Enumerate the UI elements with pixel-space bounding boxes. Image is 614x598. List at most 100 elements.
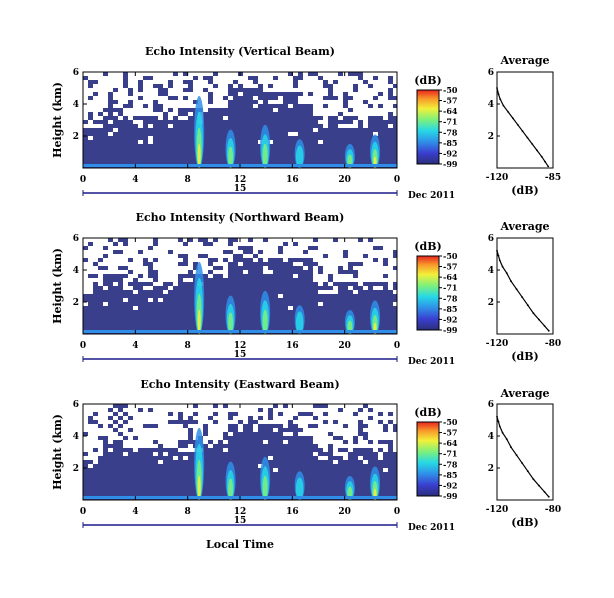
x-tick-label: 20 <box>338 175 351 185</box>
no-data-cell <box>313 258 318 262</box>
no-data-cell <box>113 282 118 286</box>
no-data-cell <box>318 246 323 250</box>
no-data-cell <box>368 72 373 76</box>
no-data-cell <box>378 72 383 76</box>
no-data-cell <box>228 408 233 412</box>
no-data-cell <box>373 250 378 254</box>
average-profile-point <box>526 470 529 473</box>
no-data-cell <box>208 404 213 408</box>
no-data-cell <box>378 436 383 440</box>
no-data-cell <box>93 254 98 258</box>
no-data-cell <box>183 436 188 440</box>
no-data-cell <box>188 104 193 108</box>
no-data-cell <box>123 432 128 436</box>
no-data-cell <box>258 238 263 242</box>
no-data-cell <box>373 428 378 432</box>
no-data-cell <box>353 420 358 424</box>
no-data-cell <box>358 436 363 440</box>
no-data-cell <box>283 238 288 242</box>
no-data-cell <box>168 254 173 258</box>
no-data-cell <box>158 266 163 270</box>
no-data-cell <box>278 242 283 246</box>
no-data-cell <box>173 266 178 270</box>
no-data-cell <box>383 408 388 412</box>
date-label: Dec 2011 <box>408 357 455 367</box>
average-profile-point <box>498 425 501 428</box>
no-data-cell <box>88 424 93 428</box>
no-data-cell <box>328 238 333 242</box>
no-data-cell <box>323 108 328 112</box>
no-data-cell <box>353 250 358 254</box>
no-data-cell <box>183 104 188 108</box>
no-data-cell <box>353 444 358 448</box>
no-data-cell <box>373 420 378 424</box>
average-profile-point <box>547 329 550 332</box>
no-data-cell <box>168 428 173 432</box>
no-data-cell <box>223 270 228 274</box>
no-data-cell <box>248 408 253 412</box>
no-data-cell <box>193 424 198 428</box>
no-data-cell <box>193 408 198 412</box>
no-data-cell <box>243 416 248 420</box>
no-data-cell <box>143 420 148 424</box>
echo-plume <box>228 478 234 500</box>
no-data-cell <box>288 242 293 246</box>
no-data-cell <box>98 408 103 412</box>
no-data-cell <box>283 258 288 262</box>
no-data-cell <box>288 404 293 408</box>
no-data-cell <box>173 436 178 440</box>
no-data-cell <box>108 88 113 92</box>
no-data-cell <box>328 104 333 108</box>
no-data-cell <box>218 404 223 408</box>
no-data-cell <box>153 76 158 80</box>
no-data-cell <box>358 250 363 254</box>
no-data-cell <box>313 270 318 274</box>
no-data-cell <box>318 428 323 432</box>
no-data-cell <box>188 96 193 100</box>
no-data-cell <box>98 250 103 254</box>
no-data-cell <box>378 428 383 432</box>
no-data-cell <box>313 266 318 270</box>
no-data-cell <box>268 100 273 104</box>
no-data-cell <box>313 80 318 84</box>
no-data-cell <box>278 416 283 420</box>
no-data-cell <box>128 262 133 266</box>
no-data-cell <box>188 246 193 250</box>
no-data-cell <box>343 108 348 112</box>
no-data-cell <box>298 408 303 412</box>
no-data-cell <box>133 88 138 92</box>
no-data-cell <box>343 246 348 250</box>
no-data-cell <box>223 412 228 416</box>
no-data-cell <box>163 84 168 88</box>
no-data-cell <box>223 84 228 88</box>
no-data-cell <box>158 416 163 420</box>
no-data-cell <box>98 278 103 282</box>
no-data-cell <box>388 432 393 436</box>
no-data-cell <box>328 412 333 416</box>
no-data-cell <box>363 76 368 80</box>
no-data-cell <box>178 266 183 270</box>
x-tick-label: 4 <box>132 507 138 517</box>
no-data-cell <box>333 108 338 112</box>
no-data-cell <box>348 274 353 278</box>
no-data-cell <box>348 104 353 108</box>
no-data-cell <box>138 270 143 274</box>
no-data-cell <box>393 238 398 242</box>
no-data-cell <box>113 80 118 84</box>
no-data-cell <box>103 100 108 104</box>
no-data-cell <box>278 254 283 258</box>
no-data-cell <box>173 104 178 108</box>
no-data-cell <box>183 404 188 408</box>
no-data-cell <box>388 274 393 278</box>
no-data-cell <box>183 116 188 120</box>
average-profile-point <box>510 446 512 449</box>
no-data-cell <box>283 412 288 416</box>
no-data-cell <box>133 80 138 84</box>
no-data-cell <box>198 250 203 254</box>
no-data-cell <box>98 76 103 80</box>
no-data-cell <box>203 270 208 274</box>
no-data-cell <box>353 92 358 96</box>
no-data-cell <box>293 238 298 242</box>
no-data-cell <box>128 96 133 100</box>
no-data-cell <box>253 238 258 242</box>
